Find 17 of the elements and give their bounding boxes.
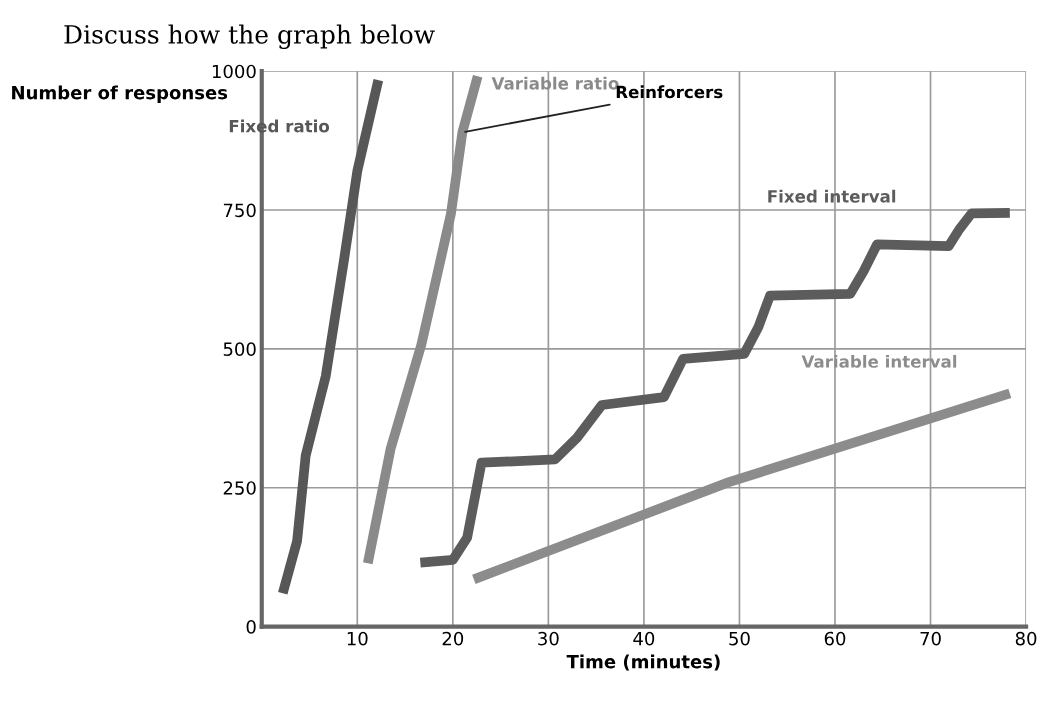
x-axis-title: Time (minutes) [566, 654, 720, 671]
y-tick-label: 750 [223, 203, 256, 218]
x-tick-label: 80 [1015, 631, 1037, 646]
x-tick-label: 20 [442, 631, 464, 646]
x-tick-label: 60 [824, 631, 846, 646]
y-tick-label: 0 [246, 620, 256, 634]
x-tick-label: 30 [538, 631, 559, 646]
y-tick-label: 250 [223, 481, 256, 495]
x-tick-label: 70 [920, 631, 941, 646]
x-tick-label: 40 [633, 631, 655, 646]
y-tick-label: 500 [223, 342, 256, 356]
x-tick-label: 10 [347, 631, 368, 646]
text: Fixed interval [768, 189, 896, 203]
chart-title: Discuss how the graph below [64, 24, 435, 49]
x-tick-label: 50 [729, 631, 750, 646]
y-tick-label: 1000 [212, 64, 256, 79]
y-axis-title: Number of responses [12, 85, 228, 103]
